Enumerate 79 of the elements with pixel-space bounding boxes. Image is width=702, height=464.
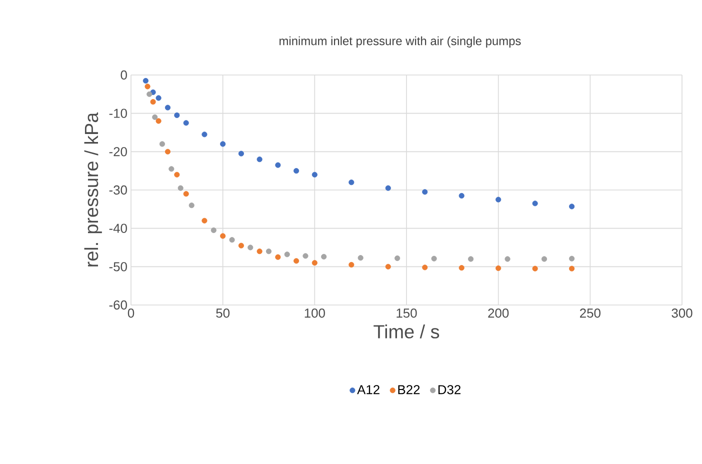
y-tick-label: -30 — [109, 185, 127, 195]
point — [504, 256, 510, 262]
point — [144, 84, 150, 90]
point — [431, 256, 437, 262]
y-tick-label: -10 — [109, 108, 127, 118]
point — [156, 118, 162, 124]
point — [210, 227, 216, 234]
point — [385, 264, 391, 270]
point — [220, 233, 226, 239]
point — [394, 255, 400, 262]
point — [312, 260, 318, 266]
point — [150, 99, 156, 105]
x-tick-label: 100 — [304, 308, 325, 318]
point — [541, 256, 548, 262]
point — [312, 172, 318, 178]
point — [348, 262, 354, 268]
point — [229, 237, 235, 243]
point — [178, 185, 184, 191]
x-axis-title: Time / s — [374, 324, 440, 338]
point — [422, 264, 428, 270]
legend-label: B22 — [398, 385, 420, 394]
point — [168, 166, 174, 172]
point — [532, 266, 538, 272]
point — [422, 189, 428, 195]
point — [569, 204, 575, 210]
point — [159, 141, 166, 147]
point — [284, 252, 290, 258]
point — [348, 180, 354, 186]
point — [142, 78, 148, 84]
point — [188, 202, 194, 208]
x-tick-label: 250 — [580, 308, 600, 318]
point — [275, 162, 281, 168]
y-tick-label: -60 — [109, 300, 127, 310]
point — [238, 150, 244, 156]
point — [294, 168, 300, 174]
y-tick-label: -20 — [109, 147, 127, 156]
point — [248, 244, 254, 250]
point — [468, 256, 474, 262]
point — [358, 255, 364, 261]
point — [174, 112, 180, 118]
chart-title: minimum inlet pressure with air (single pumps — [280, 36, 521, 48]
point — [532, 200, 538, 206]
y-axis-title: rel. pressure / kPa — [84, 112, 102, 266]
x-tick-label: 0 — [128, 308, 134, 318]
point — [174, 172, 180, 178]
point — [496, 265, 502, 271]
point — [164, 148, 171, 154]
point — [275, 254, 281, 260]
y-tick-label: -50 — [109, 262, 127, 272]
x-tick-label: 150 — [396, 308, 417, 318]
point — [238, 242, 244, 248]
point — [569, 256, 575, 262]
point — [458, 265, 464, 271]
point — [202, 218, 208, 224]
point — [220, 141, 226, 147]
legend-label: D32 — [438, 385, 460, 394]
x-tick-label: 300 — [672, 308, 692, 318]
point — [302, 253, 308, 259]
point — [256, 156, 262, 162]
point — [202, 132, 208, 138]
point — [183, 191, 189, 197]
x-tick-label: 200 — [488, 308, 509, 318]
point — [385, 185, 391, 191]
point — [458, 192, 464, 199]
point — [152, 114, 158, 120]
point — [256, 248, 262, 254]
point — [321, 254, 327, 260]
point — [569, 266, 575, 272]
point — [183, 120, 189, 126]
point — [266, 248, 272, 254]
point — [164, 104, 171, 110]
point — [294, 258, 300, 264]
y-tick-label: 0 — [120, 70, 127, 80]
y-tick-label: -40 — [109, 224, 127, 233]
legend-label: A12 — [357, 385, 380, 394]
point — [496, 196, 502, 202]
x-tick-label: 50 — [216, 308, 230, 318]
point — [156, 95, 162, 101]
point — [146, 91, 152, 97]
